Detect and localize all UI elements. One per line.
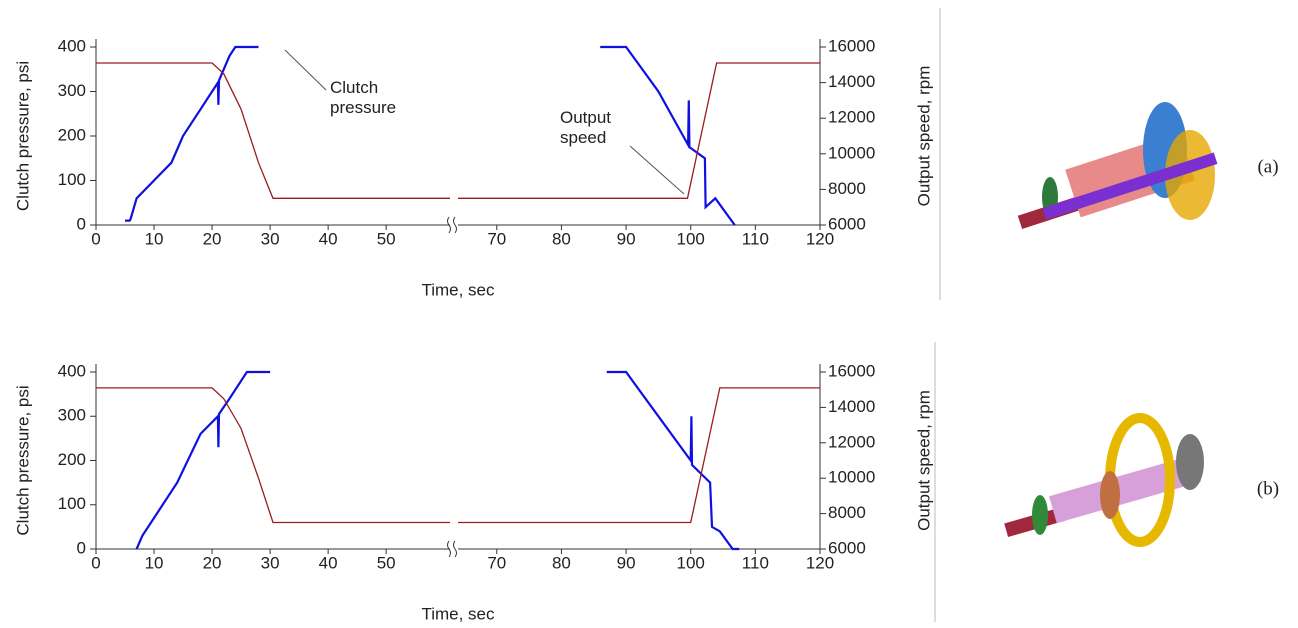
y2-tick-label: 14000: [828, 397, 875, 416]
y-axis-label: Clutch pressure, psi: [13, 61, 32, 211]
y2-tick-label: 12000: [828, 432, 875, 451]
y2-tick-label: 8000: [828, 503, 866, 522]
y-tick-label: 0: [77, 214, 86, 233]
x-tick-label: 30: [261, 229, 280, 248]
x-tick-label: 30: [261, 553, 280, 572]
y-tick-label: 200: [58, 450, 86, 469]
y2-tick-label: 10000: [828, 143, 875, 162]
y-tick-label: 400: [58, 361, 86, 380]
x-tick-label: 80: [552, 553, 571, 572]
data-line: [96, 63, 820, 198]
x-tick-label: 0: [91, 553, 100, 572]
axis-break: [448, 217, 457, 233]
x-tick-label: 80: [552, 229, 571, 248]
x-tick-label: 0: [91, 229, 100, 248]
y2-tick-label: 12000: [828, 108, 875, 127]
y-tick-label: 300: [58, 81, 86, 100]
x-tick-label: 120: [806, 229, 834, 248]
y-tick-label: 400: [58, 36, 86, 55]
y-tick-label: 0: [77, 538, 86, 557]
x-tick-label: 110: [742, 553, 769, 572]
x-tick-label: 120: [806, 553, 834, 572]
y2-tick-label: 8000: [828, 179, 866, 198]
figure: 0100200300400600080001000012000140001600…: [0, 0, 1298, 628]
x-tick-label: 70: [487, 553, 506, 572]
x-tick-label: 10: [145, 229, 164, 248]
y2-tick-label: 14000: [828, 72, 875, 91]
x-tick-label: 110: [742, 229, 769, 248]
annotation-leader: [285, 50, 326, 90]
x-tick-label: 40: [319, 553, 338, 572]
y-axis-label: Clutch pressure, psi: [13, 385, 32, 535]
panel-label: (a): [1257, 156, 1278, 177]
y-tick-label: 100: [58, 494, 86, 513]
axis-break: [448, 541, 457, 557]
y2-tick-label: 16000: [828, 361, 875, 380]
y2-tick-label: 16000: [828, 36, 875, 55]
y2-tick-label: 10000: [828, 468, 875, 487]
annotation-leader: [630, 146, 684, 194]
x-tick-label: 20: [203, 553, 222, 572]
x-tick-label: 100: [677, 553, 705, 572]
x-tick-label: 40: [319, 229, 338, 248]
x-tick-label: 50: [377, 553, 396, 572]
x-tick-label: 70: [487, 229, 506, 248]
y2-axis-label: Output speed, rpm: [914, 390, 933, 531]
x-tick-label: 90: [617, 553, 636, 572]
x-axis-label: Time, sec: [421, 280, 495, 299]
y-tick-label: 300: [58, 406, 86, 425]
y-tick-label: 200: [58, 125, 86, 144]
annotation: Output speed: [560, 108, 630, 148]
gear-illustration-a: [1018, 102, 1218, 229]
x-tick-label: 20: [203, 229, 222, 248]
x-axis-label: Time, sec: [421, 604, 495, 623]
gear-illustration-b: [1004, 418, 1204, 542]
panel-label: (b): [1257, 478, 1279, 499]
annotation: Clutch pressure: [330, 78, 410, 118]
chart: 0100200300400600080001000012000140001600…: [0, 0, 1298, 628]
y-tick-label: 100: [58, 170, 86, 189]
x-tick-label: 50: [377, 229, 396, 248]
y2-axis-label: Output speed, rpm: [914, 66, 933, 207]
x-tick-label: 100: [677, 229, 705, 248]
x-tick-label: 10: [145, 553, 164, 572]
x-tick-label: 90: [617, 229, 636, 248]
